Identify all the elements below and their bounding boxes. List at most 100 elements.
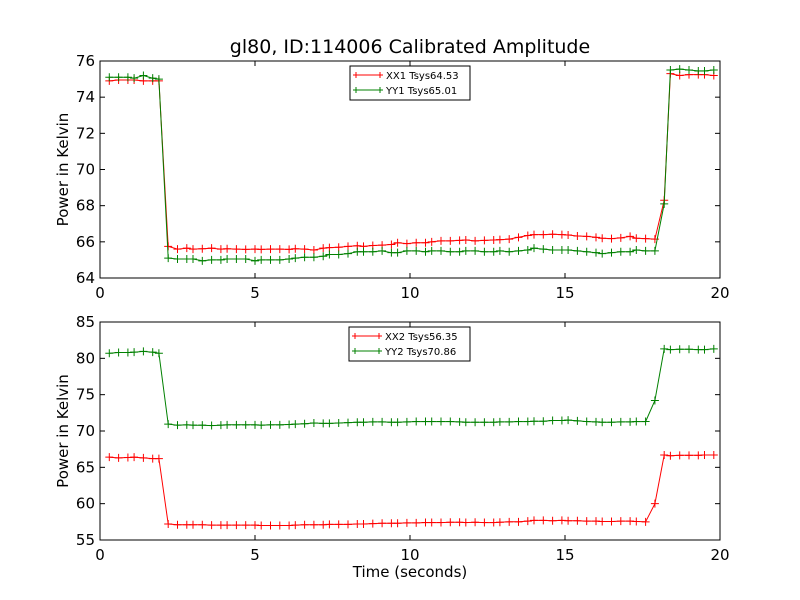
data-point <box>461 518 470 527</box>
data-point <box>325 250 334 259</box>
y-tick-label: 80 <box>76 349 95 367</box>
data-point <box>607 418 616 427</box>
x-tick-label: 0 <box>95 546 105 564</box>
data-point <box>123 73 132 82</box>
data-point <box>114 73 123 82</box>
x-tick-label: 10 <box>400 546 419 564</box>
top-subplot: 0 5 10 15 20 64 66 68 70 72 74 76 Power in Kelvin XX1… <box>54 52 730 302</box>
data-point <box>266 255 275 264</box>
data-point <box>359 520 368 529</box>
data-point <box>291 521 300 530</box>
data-point <box>387 240 396 249</box>
data-point <box>173 255 182 264</box>
data-point <box>641 517 650 526</box>
data-point <box>223 244 232 253</box>
data-point <box>495 235 504 244</box>
data-point <box>471 418 480 427</box>
x-tick-label: 0 <box>95 284 105 302</box>
data-point <box>480 247 489 256</box>
data-point <box>480 418 489 427</box>
data-point <box>189 255 197 264</box>
y-axis-label: Power in Kelvin <box>54 113 72 227</box>
data-point <box>598 517 607 526</box>
data-point <box>455 247 464 256</box>
data-point <box>709 450 718 459</box>
data-point <box>393 418 402 427</box>
data-point <box>334 243 343 252</box>
data-point <box>154 349 163 358</box>
data-point <box>641 246 650 255</box>
data-point <box>207 255 216 264</box>
data-point <box>334 419 343 428</box>
data-point <box>266 245 275 254</box>
y-tick-label: 70 <box>76 161 95 179</box>
data-point <box>530 516 538 525</box>
data-point <box>257 421 266 430</box>
y-tick-label: 75 <box>76 386 95 404</box>
data-point <box>607 517 616 526</box>
y-tick-label: 70 <box>76 422 95 440</box>
data-point <box>412 238 421 247</box>
data-point <box>437 236 445 245</box>
data-point <box>446 247 455 256</box>
data-point <box>189 421 197 430</box>
data-point <box>275 245 284 254</box>
data-point <box>334 250 343 259</box>
data-point <box>154 75 163 84</box>
data-point <box>480 236 489 245</box>
data-point <box>607 234 616 243</box>
data-point <box>700 450 709 459</box>
data-point <box>334 520 343 529</box>
y-tick-label: 65 <box>76 458 95 476</box>
bottom-subplot: 0 5 10 15 20 55 60 65 70 75 80 85 Power in Kelvin Tim… <box>54 313 730 581</box>
data-point <box>309 253 318 262</box>
data-point <box>573 416 582 425</box>
data-point <box>523 245 532 254</box>
data-point <box>539 230 548 239</box>
data-point <box>198 256 207 265</box>
data-point <box>189 520 197 529</box>
legend: XX2 Tsys56.35 YY2 Tsys70.86 <box>348 326 471 362</box>
data-point <box>393 248 402 257</box>
data-point <box>427 518 436 527</box>
data-point <box>344 520 352 529</box>
data-point <box>105 349 114 358</box>
data-point <box>368 519 377 528</box>
data-point <box>471 518 480 527</box>
data-point <box>471 246 480 255</box>
data-point <box>616 247 625 256</box>
data-point <box>514 233 523 242</box>
data-point <box>495 518 504 527</box>
data-point <box>309 419 318 428</box>
data-point <box>275 521 284 530</box>
data-point <box>548 516 557 525</box>
data-point <box>130 348 139 357</box>
data-point <box>275 420 284 429</box>
data-point <box>300 419 309 428</box>
data-point <box>666 345 675 354</box>
data-point <box>309 520 318 529</box>
data-point <box>709 66 718 75</box>
data-point <box>685 345 693 354</box>
data-point <box>300 245 309 254</box>
data-point <box>148 348 157 357</box>
data-point <box>421 238 430 247</box>
data-point <box>616 417 625 426</box>
x-axis-label: Time (seconds) <box>352 563 468 581</box>
data-point <box>539 417 548 426</box>
data-point <box>223 255 232 264</box>
data-point <box>505 235 514 244</box>
legend-entry: XX1 Tsys64.53 <box>386 71 459 82</box>
data-point <box>582 417 591 426</box>
data-point <box>285 255 294 264</box>
data-point <box>241 521 250 530</box>
data-point <box>300 520 309 529</box>
data-point <box>232 420 241 429</box>
data-point <box>523 231 532 240</box>
data-point <box>461 246 470 255</box>
data-point <box>148 74 157 83</box>
data-point <box>564 245 573 254</box>
x-tick-label: 15 <box>555 284 574 302</box>
data-point <box>446 236 455 245</box>
